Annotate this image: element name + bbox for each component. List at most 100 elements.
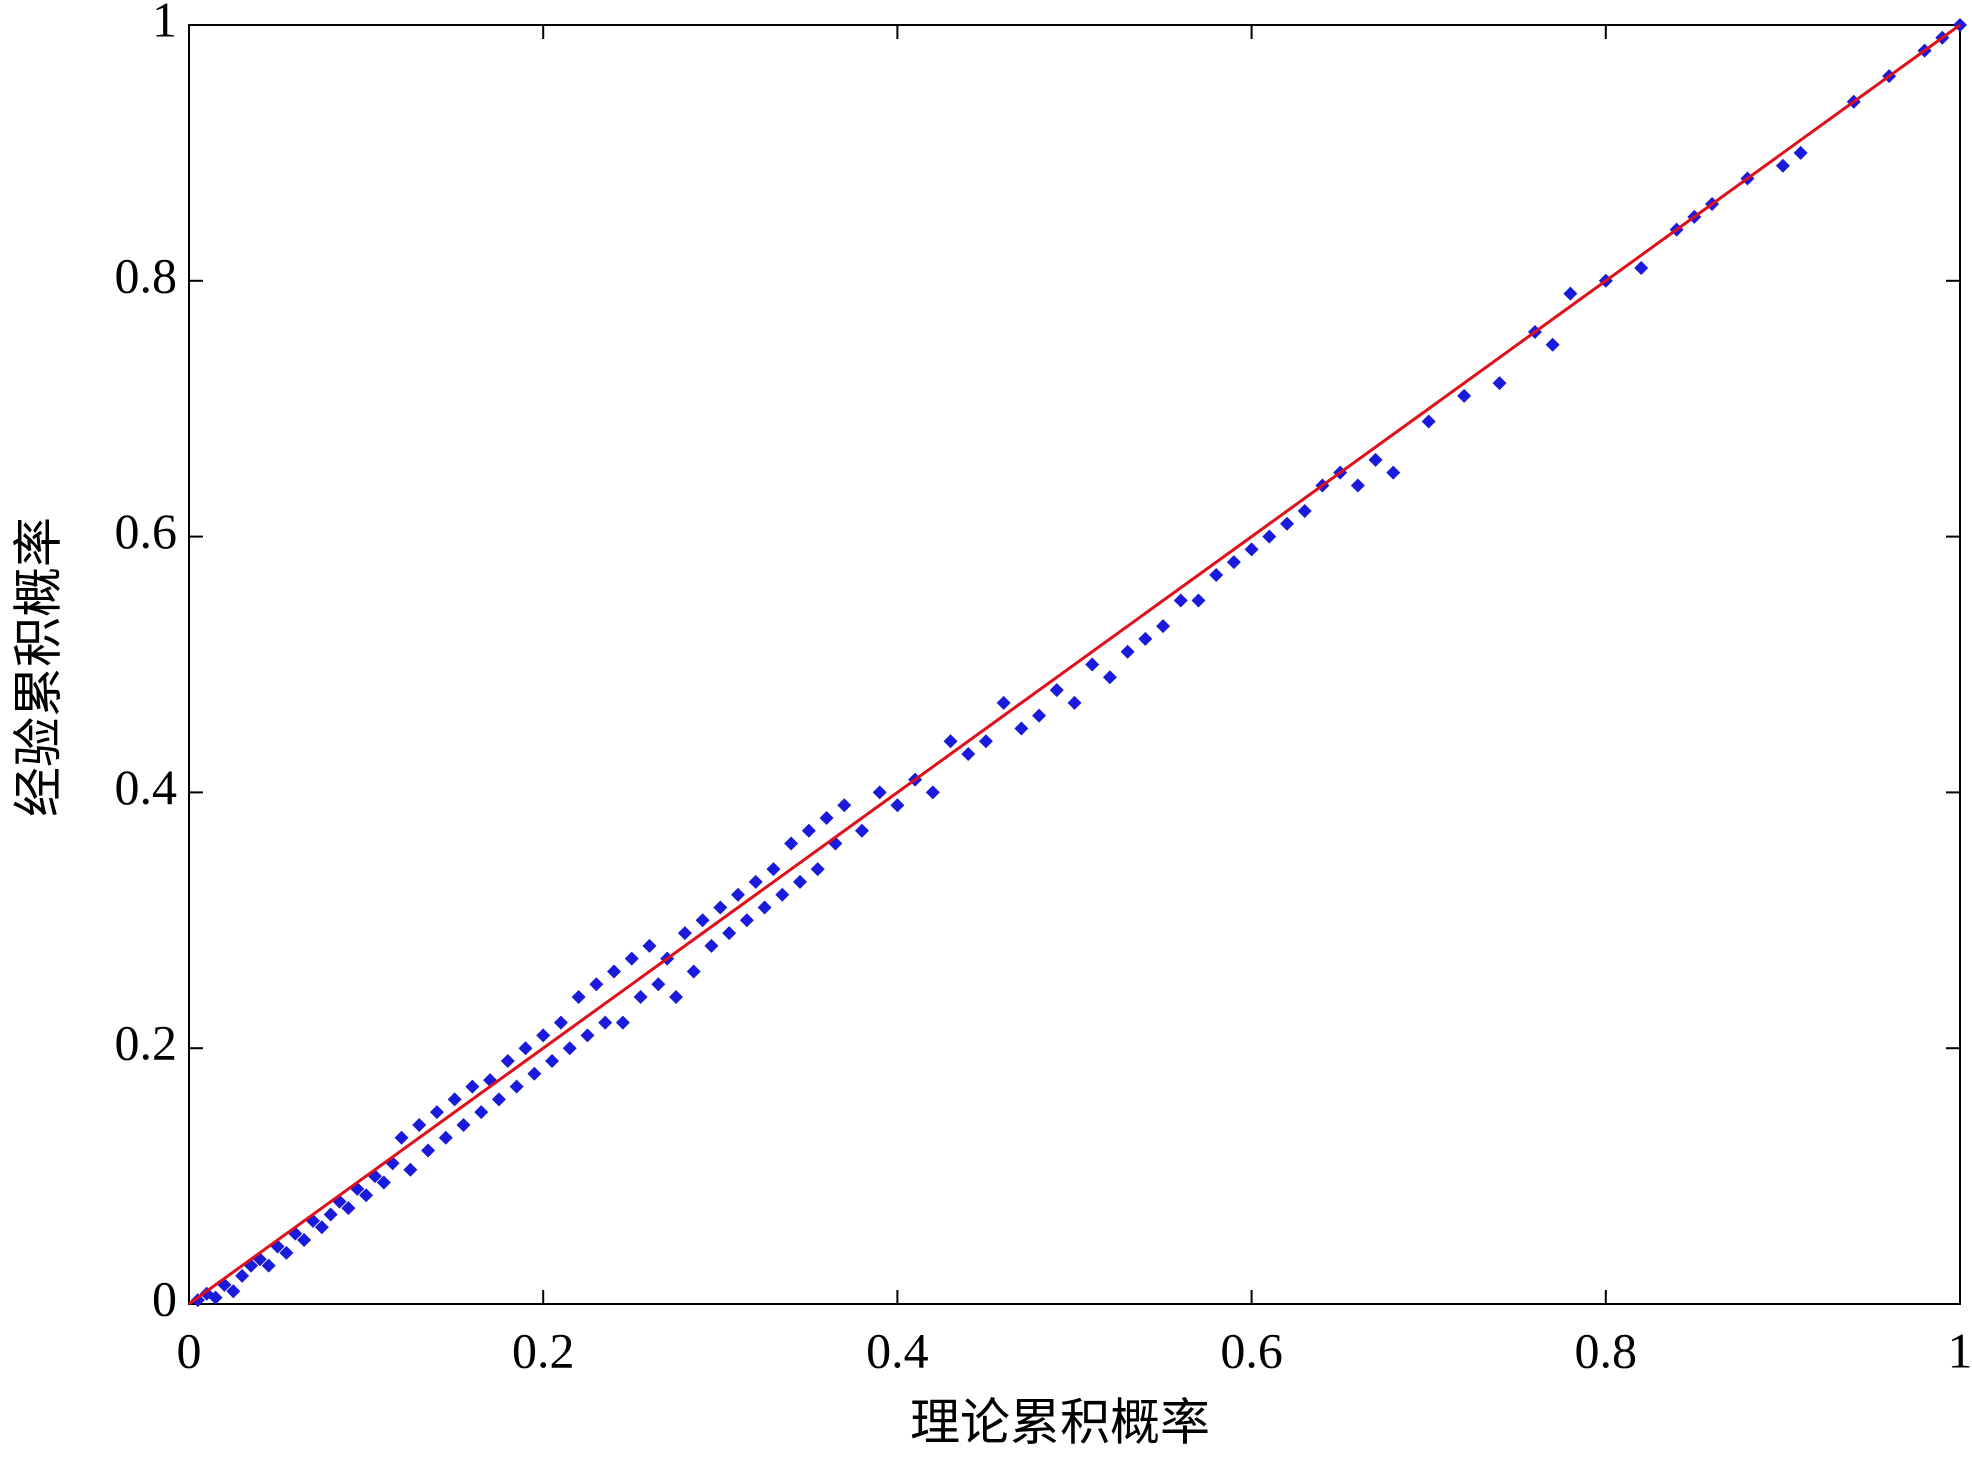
scatter-point [633,990,648,1005]
scatter-point [961,747,976,762]
scatter-point [474,1105,489,1120]
scatter-point [784,836,799,851]
scatter-point [624,951,639,966]
scatter-point [226,1284,241,1299]
scatter-point [1049,683,1064,698]
scatter-point [403,1162,418,1177]
scatter-point [996,695,1011,710]
scatter-point [518,1041,533,1056]
scatter-point [651,977,666,992]
scatter-point [722,926,737,941]
scatter-point [1368,452,1383,467]
scatter-point [925,785,940,800]
scatter-point [1244,542,1259,557]
scatter-point [677,926,692,941]
scatter-point [1563,286,1578,301]
scatter-point [642,938,657,953]
scatter-point [509,1079,524,1094]
scatter-point [872,785,887,800]
scatter-point [235,1268,250,1283]
y-tick-label: 1 [152,0,177,47]
scatter-point [943,734,958,749]
scatter-point [1014,721,1029,736]
scatter-point [766,862,781,877]
scatter-point [1775,158,1790,173]
x-tick-label: 0.2 [512,1322,575,1378]
scatter-point [792,874,807,889]
scatter-point [1793,145,1808,160]
x-tick-label: 0.8 [1575,1322,1638,1378]
scatter-point [810,862,825,877]
scatter-point [1085,657,1100,672]
y-axis-label: 经验累积概率 [10,517,66,817]
scatter-point [686,964,701,979]
scatter-point [1032,708,1047,723]
scatter-point [757,900,772,915]
scatter-point [890,798,905,813]
scatter-point [1634,261,1649,276]
y-tick-label: 0.4 [115,759,178,815]
y-tick-label: 0.6 [115,503,178,559]
scatter-point [394,1130,409,1145]
scatter-point [208,1290,223,1305]
scatter-point [500,1053,515,1068]
scatter-point [615,1015,630,1030]
scatter-point [1102,670,1117,685]
scatter-point [580,1028,595,1043]
scatter-point [775,887,790,902]
scatter-point [1173,593,1188,608]
scatter-point [1262,529,1277,544]
y-tick-label: 0.2 [115,1015,178,1071]
scatter-point [359,1188,374,1203]
scatter-point [297,1233,312,1248]
scatter-point [695,913,710,928]
x-axis-label: 理论累积概率 [910,1394,1210,1450]
scatter-point [545,1053,560,1068]
scatter-point [456,1117,471,1132]
x-tick-label: 0.6 [1220,1322,1283,1378]
scatter-point [704,938,719,953]
scatter-point [1156,619,1171,634]
scatter-point [607,964,622,979]
scatter-point [562,1041,577,1056]
plot-frame [188,24,1961,1305]
scatter-point [429,1105,444,1120]
scatter-point [1492,376,1507,391]
y-tick-label: 0 [152,1270,177,1326]
scatter-point [1067,695,1082,710]
scatter-point [1545,337,1560,352]
scatter-point [598,1015,613,1030]
scatter-point [1457,388,1472,403]
scatter-point [748,874,763,889]
scatter-point [314,1220,329,1235]
scatter-point [571,990,586,1005]
reference-line [188,23,1961,1306]
scatter-point [713,900,728,915]
scatter-point [536,1028,551,1043]
scatter-point [1386,465,1401,480]
scatter-point [412,1117,427,1132]
x-tick-label: 0 [177,1322,202,1378]
scatter-point [421,1143,436,1158]
scatter-point [491,1092,506,1107]
scatter-point [819,810,834,825]
x-tick-label: 1 [1948,1322,1972,1378]
scatter-point [731,887,746,902]
scatter-point [1421,414,1436,429]
scatter-point [279,1245,294,1260]
scatter-point [341,1201,356,1216]
scatter-point [553,1015,568,1030]
y-tick-label: 0.8 [115,247,178,303]
scatter-point [1350,478,1365,493]
scatter-point [978,734,993,749]
scatter-point [1120,644,1135,659]
scatter-point [1138,631,1153,646]
scatter-point [465,1079,480,1094]
scatter-point [1226,555,1241,570]
scatter-point [1280,516,1295,531]
scatter-point [438,1130,453,1145]
x-tick-label: 0.4 [866,1322,929,1378]
scatter-point [261,1258,276,1273]
